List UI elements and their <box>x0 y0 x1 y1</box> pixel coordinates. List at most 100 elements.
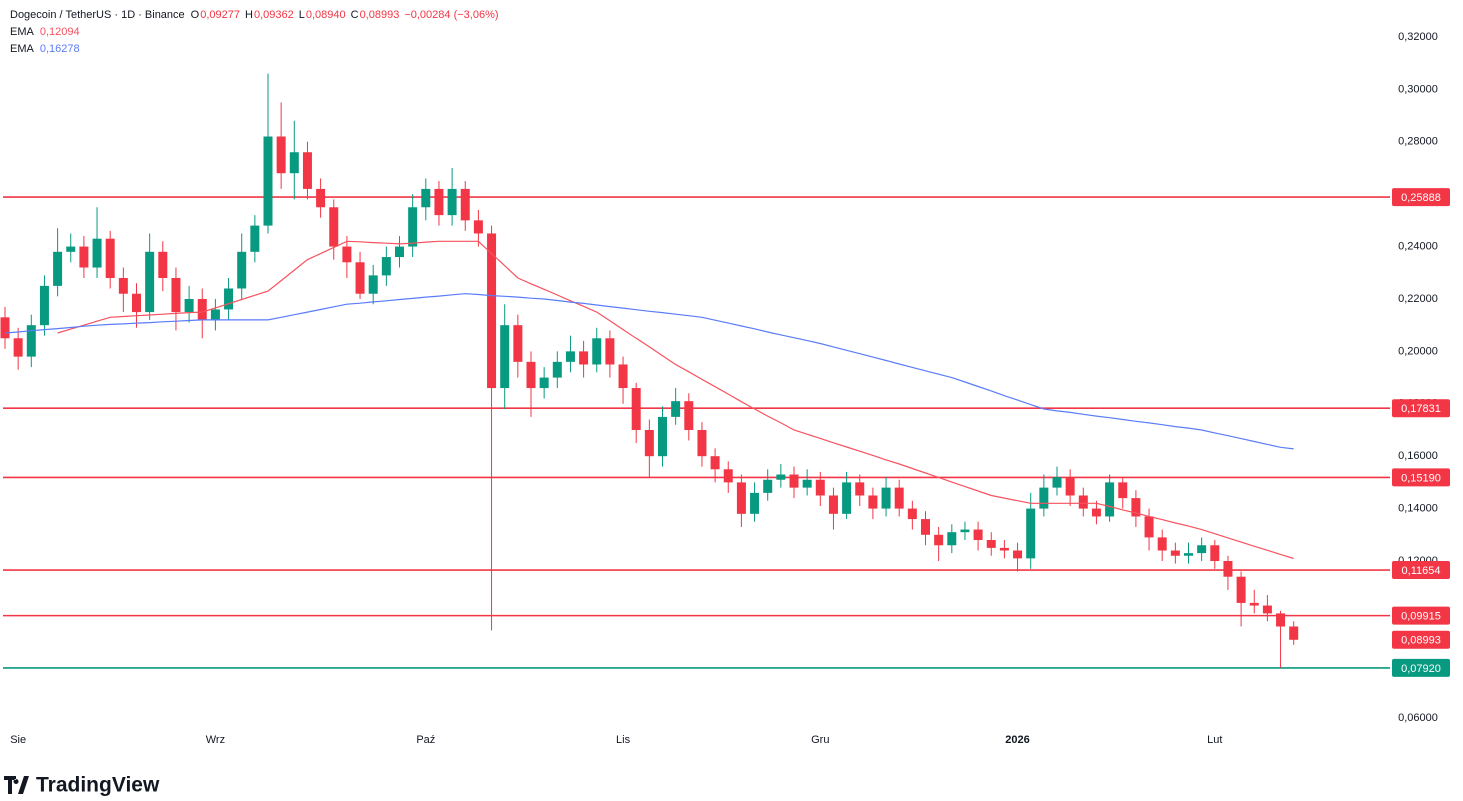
candle-body <box>671 401 681 417</box>
legend-text: −0,00284 (−3,06%) <box>404 9 498 21</box>
candle-body <box>1091 508 1101 517</box>
candle-body <box>658 416 667 457</box>
candle-body <box>1289 626 1299 640</box>
candle-body <box>1105 482 1115 517</box>
candle-body <box>710 456 720 470</box>
candle-body <box>53 251 63 286</box>
candle-body <box>92 238 102 268</box>
candle-body <box>815 479 825 496</box>
price-tag-label: 0,25888 <box>1401 192 1441 204</box>
price-tag <box>1392 468 1450 487</box>
candle-body <box>145 251 155 313</box>
overlay: 0,25888 0,17831 0,15190 0,11654 0,09915 0,079… <box>10 9 1450 677</box>
candle-body <box>289 152 299 174</box>
legend-text: EMA <box>10 43 35 55</box>
legend-text: EMA <box>10 26 35 38</box>
candle-body <box>1249 602 1259 606</box>
candle-body <box>1118 482 1128 499</box>
candle-body <box>184 298 194 313</box>
candle-body <box>579 351 589 365</box>
candle-body <box>921 519 930 535</box>
candle-body <box>763 479 773 493</box>
candle-body <box>316 188 326 208</box>
candle-body <box>723 469 733 483</box>
candle-body <box>79 246 89 268</box>
candle-body <box>237 251 247 289</box>
candle-body <box>473 220 483 234</box>
y-tick-label: 0,22000 <box>1398 293 1438 305</box>
candle-body <box>592 338 602 365</box>
candle-body <box>250 225 260 252</box>
price-tag <box>1392 658 1450 677</box>
plot <box>0 73 1390 669</box>
price-tag <box>1392 561 1450 580</box>
x-tick-label: Wrz <box>206 734 225 746</box>
x-tick-label: Gru <box>811 734 829 746</box>
price-tag-label: 0,11654 <box>1402 565 1441 577</box>
legend-text: 0,08940 <box>306 9 346 21</box>
candle-body <box>644 429 654 457</box>
y-tick-label: 0,30000 <box>1398 83 1438 95</box>
price-tag <box>1392 188 1450 207</box>
candle-body <box>368 275 378 294</box>
candle-body <box>118 278 128 294</box>
y-tick-label: 0,20000 <box>1398 345 1438 357</box>
candle-body <box>618 364 628 389</box>
ema-line <box>57 240 1294 560</box>
candle-body <box>381 257 391 276</box>
candle-body <box>158 251 168 279</box>
candle-body <box>408 207 418 247</box>
candle-body <box>329 207 339 247</box>
candle-body <box>500 325 510 389</box>
candle-body <box>1144 516 1154 538</box>
candle-body <box>13 338 23 357</box>
candle-body <box>197 298 207 320</box>
logo: TradingView <box>4 774 160 797</box>
candle-body <box>105 238 115 279</box>
candle-body <box>868 495 878 509</box>
candle-body <box>434 188 444 216</box>
legend-text: 0,09362 <box>254 9 294 21</box>
legend-text: L <box>299 9 305 21</box>
candle-body <box>276 136 286 174</box>
candle-body <box>26 325 36 357</box>
candle-body <box>605 338 615 365</box>
candle-body <box>1236 576 1246 603</box>
x-tick-label: 2026 <box>1005 734 1029 746</box>
candle-body <box>395 246 404 258</box>
x-tick-label: Lut <box>1207 734 1222 746</box>
candle-body <box>1210 545 1220 561</box>
candle-body <box>171 278 181 313</box>
ema-line <box>4 293 1294 450</box>
candle-body <box>66 246 76 252</box>
candle-body <box>776 474 786 480</box>
candle-body <box>842 482 852 514</box>
price-tag <box>1392 630 1450 649</box>
candle-body <box>1157 537 1167 551</box>
candle-body <box>539 377 549 389</box>
candle-body <box>1223 560 1233 577</box>
candle-body <box>132 293 141 313</box>
price-tag <box>1392 606 1450 625</box>
candle-body <box>828 495 838 514</box>
candle-body <box>263 136 273 226</box>
y-tick-label: 0,24000 <box>1398 240 1438 252</box>
candle-body <box>447 188 457 216</box>
y-tick-label: 0,28000 <box>1398 136 1438 148</box>
candle-body <box>736 482 746 514</box>
candle-body <box>894 487 904 509</box>
candle-body <box>1262 605 1272 614</box>
candle-body <box>39 285 49 326</box>
price-tag-label: 0,08993 <box>1401 635 1441 647</box>
legend-text: C <box>351 9 359 21</box>
legend-text: 0,12094 <box>40 26 80 38</box>
y-tick-label: 0,14000 <box>1398 502 1438 514</box>
x-tick-label: Paź <box>416 734 435 746</box>
candle-body <box>631 388 641 430</box>
candle-body <box>565 351 575 362</box>
legend-text: H <box>245 9 253 21</box>
candle-body <box>855 482 865 496</box>
candle-body <box>999 547 1009 551</box>
candle-body <box>986 540 996 548</box>
